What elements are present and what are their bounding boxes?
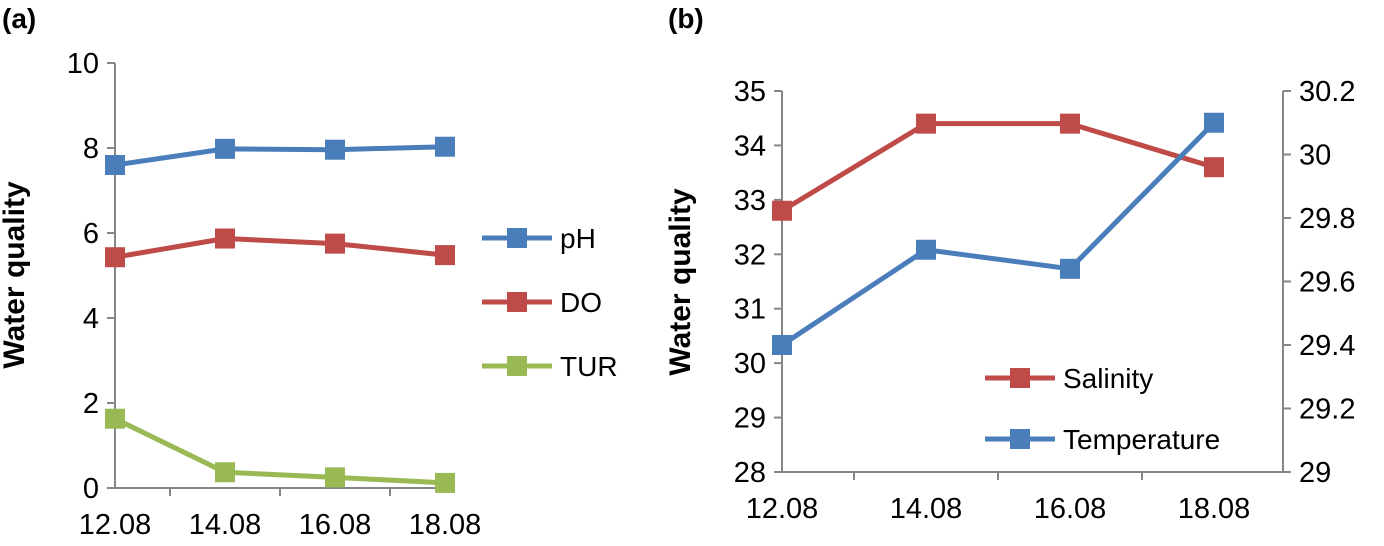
- legend-marker: [507, 356, 527, 376]
- y2-tick-label: 29: [1299, 457, 1331, 489]
- y2-tick-label: 29.6: [1299, 267, 1355, 299]
- y-tick-label: 31: [734, 294, 766, 326]
- data-point-marker: [916, 113, 936, 134]
- y2-tick-label: 29.4: [1299, 330, 1355, 362]
- data-point-marker: [435, 245, 455, 266]
- panel-b-tick-labels: 28 29 30 31 32 33 34 35 12.08 14.08 16.08 18.08 29 29…: [734, 76, 1356, 525]
- data-point-marker: [435, 472, 455, 493]
- x-tick-label: 16.08: [299, 509, 372, 541]
- panel-a: (a) Water quality 0 2 4 6 8 10 12.08 14.08 16.08…: [0, 3, 618, 541]
- y-tick-label: 4: [83, 303, 99, 335]
- data-point-marker: [1204, 157, 1224, 178]
- panel-a-y-axis-title: Water quality: [0, 181, 31, 369]
- y-tick-label: 35: [734, 76, 766, 108]
- legend-item-temperature: Temperature: [985, 424, 1220, 455]
- series-line: [780, 121, 1215, 213]
- data-point-marker: [916, 239, 936, 260]
- series-do: [105, 228, 455, 268]
- series-line: [113, 416, 446, 486]
- y-tick-label: 2: [83, 388, 99, 420]
- legend-marker: [507, 228, 527, 248]
- y-tick-label: 8: [83, 133, 99, 165]
- panel-b-axes: [774, 90, 1291, 480]
- legend-item-tur: TUR: [482, 351, 618, 382]
- series-temperature: [772, 112, 1224, 355]
- y-tick-label: 10: [67, 48, 99, 80]
- y-tick-label: 30: [734, 348, 766, 380]
- data-point-marker: [105, 247, 125, 268]
- y-tick-label: 32: [734, 239, 766, 271]
- y-tick-label: 29: [734, 403, 766, 435]
- data-point-marker: [772, 200, 792, 221]
- data-point-marker: [105, 155, 125, 175]
- panel-a-label: (a): [2, 3, 36, 34]
- x-tick-label: 16.08: [1034, 493, 1107, 525]
- data-point-marker: [215, 228, 235, 249]
- legend-item-salinity: Salinity: [985, 363, 1153, 394]
- series-salinity: [772, 113, 1224, 221]
- y2-tick-label: 29.2: [1299, 394, 1355, 426]
- data-point-marker: [772, 335, 792, 355]
- series-line: [780, 120, 1216, 348]
- data-point-marker: [325, 233, 345, 254]
- y-tick-label: 6: [83, 218, 99, 250]
- panel-b-legend: Salinity Temperature: [985, 363, 1220, 455]
- legend-label: DO: [560, 287, 602, 318]
- panel-b-y-axis-title: Water quality: [664, 188, 697, 376]
- y2-tick-label: 29.8: [1299, 203, 1355, 235]
- data-point-marker: [325, 467, 345, 488]
- legend-label: Salinity: [1063, 363, 1153, 394]
- panel-a-series: [105, 136, 455, 493]
- panel-a-legend: pH DO TUR: [482, 223, 618, 382]
- series-line: [114, 236, 446, 260]
- data-point-marker: [1204, 112, 1224, 133]
- panel-b: (b) Water quality 28 29 30 31 32 33 34 35 12.08 1…: [664, 3, 1355, 525]
- x-tick-label: 18.08: [409, 509, 482, 541]
- x-tick-label: 14.08: [189, 509, 262, 541]
- series-line: [114, 144, 446, 168]
- data-point-marker: [435, 136, 455, 157]
- panel-a-tick-labels: 0 2 4 6 8 10 12.08 14.08 16.08 18.08: [67, 48, 482, 541]
- x-tick-label: 12.08: [79, 509, 152, 541]
- legend-marker: [507, 292, 527, 312]
- data-point-marker: [1060, 113, 1080, 134]
- legend-marker: [1010, 368, 1030, 388]
- legend-label: TUR: [560, 351, 618, 382]
- x-tick-label: 18.08: [1178, 493, 1251, 525]
- y2-tick-label: 30.2: [1299, 76, 1355, 108]
- data-point-marker: [325, 139, 345, 160]
- series-ph: [105, 136, 455, 175]
- legend-label: pH: [560, 223, 596, 254]
- data-point-marker: [215, 462, 235, 483]
- data-point-marker: [215, 138, 235, 159]
- y-tick-label: 0: [83, 473, 99, 505]
- panel-b-series: [772, 112, 1224, 355]
- legend-item-do: DO: [482, 287, 602, 318]
- x-tick-label: 12.08: [746, 493, 819, 525]
- panel-a-axes: [107, 62, 445, 496]
- y-tick-label: 33: [734, 185, 766, 217]
- legend-item-ph: pH: [482, 223, 596, 254]
- y2-tick-label: 30: [1299, 140, 1331, 172]
- x-tick-label: 14.08: [890, 493, 963, 525]
- series-tur: [105, 408, 455, 493]
- data-point-marker: [105, 408, 125, 429]
- y-tick-label: 34: [734, 130, 766, 162]
- data-point-marker: [1060, 258, 1080, 279]
- panel-b-label: (b): [668, 3, 704, 34]
- legend-label: Temperature: [1063, 424, 1220, 455]
- y-tick-label: 28: [734, 457, 766, 489]
- legend-marker: [1010, 429, 1030, 449]
